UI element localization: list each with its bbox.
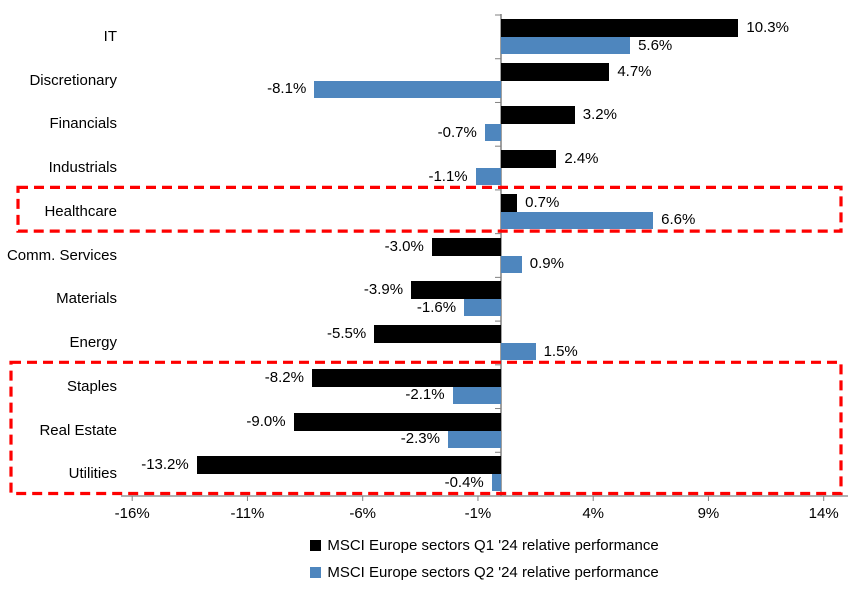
x-tick-label: -1% — [464, 505, 492, 522]
category-label: Comm. Services — [6, 246, 117, 264]
legend: MSCI Europe sectors Q1 '24 relative perf… — [121, 536, 848, 581]
value-label: -8.2% — [264, 368, 304, 386]
value-label: -13.2% — [141, 456, 189, 474]
category-label: Discretionary — [29, 71, 117, 89]
bar-q2 — [484, 124, 501, 142]
value-label: 4.7% — [617, 62, 652, 80]
category-label: IT — [103, 28, 117, 45]
category-label: Industrials — [48, 159, 117, 177]
legend-label-q2: MSCI Europe sectors Q2 '24 relative perf… — [327, 563, 659, 581]
bar-q2 — [501, 37, 631, 54]
bar-q1 — [501, 62, 610, 81]
value-label: 10.3% — [746, 19, 789, 36]
x-tick-label: -6% — [349, 505, 377, 522]
value-label: -0.7% — [437, 123, 477, 141]
category-label: Energy — [69, 334, 117, 352]
value-label: 0.7% — [525, 193, 560, 211]
value-label: -2.1% — [405, 386, 445, 404]
highlight-box — [16, 185, 843, 233]
legend-item-q2: MSCI Europe sectors Q2 '24 relative perf… — [310, 563, 659, 581]
legend-item-q1: MSCI Europe sectors Q1 '24 relative perf… — [310, 536, 659, 554]
category-label: Staples — [66, 377, 117, 395]
bar-q1 — [411, 281, 501, 300]
highlight-box — [9, 360, 843, 496]
bar-q1 — [501, 106, 575, 125]
value-label: -9.0% — [246, 412, 286, 430]
value-label: -8.1% — [267, 80, 307, 98]
bar-q1 — [293, 412, 501, 431]
q1-series-swatch-icon — [310, 539, 322, 551]
bar-q2 — [314, 80, 501, 98]
value-label: 0.9% — [529, 255, 564, 273]
value-label: -0.4% — [444, 473, 484, 491]
value-label: 5.6% — [638, 36, 673, 54]
bar-q1 — [374, 325, 501, 344]
q2-series-swatch-icon — [310, 566, 322, 578]
bar-q2 — [447, 430, 501, 448]
category-label: Healthcare — [44, 202, 117, 220]
value-label: -3.9% — [363, 281, 404, 299]
value-label: -3.0% — [384, 237, 424, 255]
category-label: Materials — [56, 290, 117, 308]
bar-q2 — [452, 386, 501, 404]
x-tick-label: -11% — [230, 505, 265, 522]
category-label: Real Estate — [39, 421, 117, 439]
value-label: 1.5% — [543, 342, 578, 360]
bar-q1 — [196, 456, 501, 475]
bar-q1 — [431, 237, 501, 256]
value-label: 6.6% — [661, 211, 696, 229]
x-tick-label: 4% — [582, 505, 605, 522]
value-label: 2.4% — [564, 150, 599, 168]
bar-q1 — [501, 150, 557, 169]
category-label: Utilities — [68, 465, 117, 483]
x-tick-label: 14% — [808, 505, 839, 522]
category-label: Financials — [49, 115, 117, 133]
x-tick-label: 9% — [697, 505, 720, 522]
bar-q1 — [501, 193, 518, 212]
bar-q2 — [501, 255, 522, 273]
bar-q2 — [475, 168, 501, 186]
value-label: 3.2% — [582, 106, 617, 124]
legend-label-q1: MSCI Europe sectors Q1 '24 relative perf… — [327, 536, 659, 554]
bar-q2 — [501, 343, 536, 361]
bar-q2 — [464, 299, 501, 317]
value-label: -5.5% — [327, 325, 367, 343]
x-tick-label: -16% — [114, 505, 150, 522]
bar-q2 — [501, 211, 654, 229]
value-label: -1.1% — [428, 167, 468, 185]
value-label: -1.6% — [416, 298, 457, 316]
bar-q2 — [491, 474, 501, 492]
bar-q1 — [501, 19, 739, 37]
value-label: -2.3% — [400, 430, 440, 448]
bar-q1 — [311, 368, 501, 387]
